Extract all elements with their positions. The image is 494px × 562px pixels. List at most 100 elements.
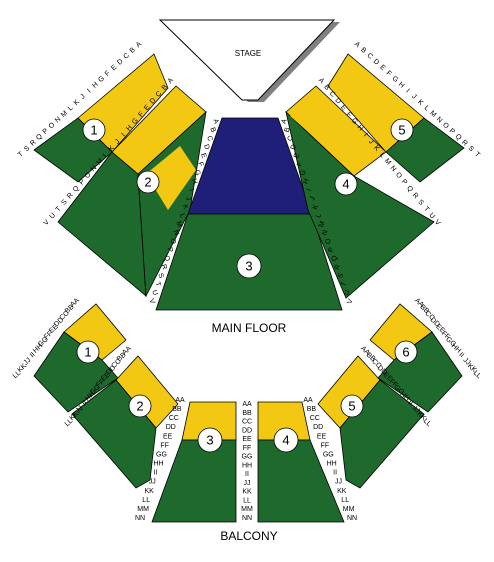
balcony-section-1[interactable]: 1 <box>33 303 127 413</box>
main-section-3-left-row-label: A <box>211 118 219 125</box>
main-section-4-badge <box>334 172 358 196</box>
main-section-1-outer-row-label: N <box>54 116 62 125</box>
balcony-section-1-left-row-label: II <box>29 351 37 359</box>
main-section-5-outer-row-label: O <box>441 122 450 131</box>
main-section-3-left-row-label: K <box>181 204 189 211</box>
main-section-5-inner-row-label: K <box>372 145 381 153</box>
main-section-1-outer-row-label: Q <box>35 133 44 142</box>
balcony-center-right-row-label: FF <box>321 442 330 449</box>
main-section-1-number: 1 <box>90 123 97 138</box>
balcony-section-2[interactable]: 2 <box>71 355 179 489</box>
main-section-5-inner-row-label: H <box>356 124 365 132</box>
main-section-5-inner-row-label: O <box>394 171 403 180</box>
main-section-3-right-row-label: K <box>312 203 320 210</box>
main-section-3-badge <box>236 253 262 279</box>
balcony-section-1-right-row-label: II <box>81 399 89 407</box>
balcony-section-3[interactable]: 3 <box>151 401 237 523</box>
balcony-center-right-row-label: BB <box>307 406 317 413</box>
main-section-5-inner-row-label: S <box>416 199 425 207</box>
balcony-section-1-left-row-label: DD <box>53 316 65 328</box>
main-section-1-outer-row-label: T <box>17 150 25 159</box>
main-section-5-outer-row-label: E <box>378 64 386 73</box>
balcony-section-5[interactable]: 5 <box>317 355 425 489</box>
main-section-1-outer-row-label: O <box>48 121 57 130</box>
balcony-center-right-row-label: II <box>333 470 337 477</box>
balcony-section-1-badge <box>76 340 100 364</box>
main-section-1-inner-row-label: U <box>48 212 57 220</box>
main-section-1-inner-row-label: Q <box>72 184 81 193</box>
main-section-1-inner-row-label: B <box>161 83 170 91</box>
balcony-section-1-right-row-label: HH <box>84 391 96 403</box>
main-floor-row-labels: TSRQPONMLKJIHGFEDCBAVUTSRQPONMLKJIHGFEDC… <box>17 41 481 306</box>
main-section-2[interactable]: 2 <box>57 85 207 298</box>
main-section-3-left-row-label: L <box>178 213 186 219</box>
main-section-5-inner-row-label: M <box>383 158 392 167</box>
balcony-section-6-right-row-label: HH <box>450 343 462 355</box>
balcony-center-left-row-label: LL <box>142 497 150 504</box>
balcony-section-1-right-row-label: EE <box>100 371 112 383</box>
main-section-3-right-row-label: F <box>296 161 304 167</box>
main-section-3[interactable]: 3 <box>155 117 343 311</box>
balcony-section-1-rear[interactable] <box>33 331 119 413</box>
main-section-1-inner-row-label: G <box>131 117 140 126</box>
balcony-center-right-row-label: MM <box>343 506 355 513</box>
main-section-3-left-row-label: E <box>199 152 207 159</box>
main-section-5-outer-row-label: J <box>410 93 417 101</box>
balcony-section-1-right-row-label: CC <box>110 358 122 370</box>
balcony-section-6-right-row-label: CC <box>423 310 435 322</box>
main-section-3-right-row-label: B <box>284 126 292 133</box>
balcony-center-mid-row-label: KK <box>242 489 252 496</box>
balcony-section-1-right-row-label: LL <box>64 418 75 428</box>
main-section-1-badge <box>82 118 106 142</box>
balcony-center-right-row-label: AA <box>303 397 313 404</box>
balcony-center-left-row-label: NN <box>135 515 145 522</box>
balcony-center-mid-row-label: MM <box>241 506 253 513</box>
main-section-3-right-row-label: J <box>309 196 317 202</box>
balcony-center-left-row-label: MM <box>137 506 149 513</box>
main-section-5[interactable]: 5 <box>327 53 465 183</box>
balcony-center-left-row-label: BB <box>172 406 182 413</box>
main-section-3-right-row-label: V <box>347 298 355 305</box>
balcony-center-mid-row-label: AA <box>242 401 252 408</box>
balcony-center-left-row-label: DD <box>166 424 176 431</box>
main-section-1-inner-row-label: C <box>155 90 164 98</box>
main-section-5-inner-row-label: C <box>328 90 337 98</box>
balcony-section-6[interactable]: 6 <box>369 303 463 413</box>
main-section-4[interactable]: 4 <box>285 85 435 299</box>
balcony-center-mid-row-label: EE <box>242 436 252 443</box>
main-section-3-left-row-label: F <box>196 161 204 167</box>
balcony-section-1-left-row-label: EE <box>48 323 60 335</box>
main-section-3-right-row-label: H <box>302 178 310 185</box>
balcony-center-mid-row-label: BB <box>242 410 252 417</box>
main-section-5-inner-row-label: E <box>339 104 348 112</box>
balcony-section-1-left-row-label: LL <box>12 370 23 380</box>
main-section-1-inner-row-label: N <box>90 165 99 173</box>
balcony-section-6-right-row-label: LL <box>472 370 483 380</box>
balcony-section-6-rear[interactable] <box>377 331 463 413</box>
main-section-1[interactable]: 1 <box>33 53 169 183</box>
main-section-3-left-row-label: V <box>147 298 155 305</box>
main-section-3-right-row-label: U <box>343 289 351 296</box>
balcony-section-1-left-row-label: CC <box>58 310 70 322</box>
main-section-3-left-row-label: M <box>175 220 184 228</box>
main-section-5-outer-row-label: M <box>428 110 437 119</box>
main-section-3-left-row-label: R <box>159 264 167 271</box>
main-section-5-outer-row-label: D <box>372 58 380 67</box>
balcony-center-mid-row-label: DD <box>242 427 252 434</box>
main-section-4-front-fill <box>290 96 378 170</box>
main-section-5-inner-row-label: D <box>333 97 342 105</box>
main-section-3-right-row-label: C <box>287 135 295 142</box>
balcony-section-6-right-row-label: EE <box>434 323 446 335</box>
main-section-1-outer-row-label: E <box>110 64 118 73</box>
balcony-section-3-number: 3 <box>206 433 213 448</box>
balcony-section-4[interactable]: 4 <box>257 401 345 523</box>
balcony-section-6-right-row-label: KK <box>466 363 478 375</box>
main-section-3-left-row-label: J <box>184 196 192 202</box>
balcony-section-6-right-row-label: II <box>457 351 465 359</box>
main-section-2-number: 2 <box>144 175 151 190</box>
main-section-3-right-row-label: N <box>321 229 329 236</box>
main-section-3-left-row-label: U <box>150 289 158 296</box>
balcony-center-mid-row-label: NN <box>242 515 252 522</box>
main-section-4-rear[interactable] <box>285 110 435 299</box>
